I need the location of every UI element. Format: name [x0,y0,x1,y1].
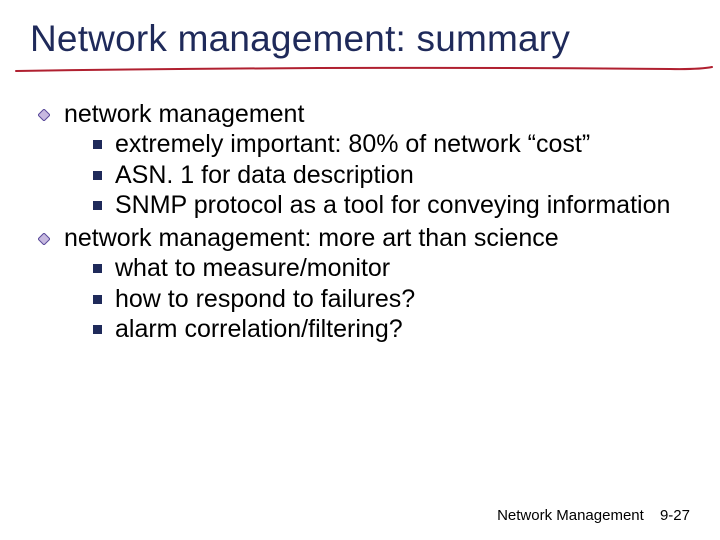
bullet-item: network management: more art than scienc… [38,223,690,345]
square-bullet-icon [93,295,102,304]
sub-bullet-item: SNMP protocol as a tool for conveying in… [93,190,690,221]
sub-bullet-item: how to respond to failures? [93,284,690,315]
bullet-text: network management [64,99,690,130]
square-bullet-icon [93,325,102,334]
sub-bullet-item: what to measure/monitor [93,253,690,284]
sub-bullet-list: extremely important: 80% of network “cos… [38,129,690,221]
underline-path [16,67,712,71]
sub-bullet-text: extremely important: 80% of network “cos… [115,129,690,160]
bullet-item: network management extremely important: … [38,99,690,221]
slide-title: Network management: summary [30,18,690,61]
sub-bullet-text: alarm correlation/filtering? [115,314,690,345]
square-bullet-icon [93,140,102,149]
sub-bullet-item: extremely important: 80% of network “cos… [93,129,690,160]
slide-footer: Network Management 9-27 [497,507,690,524]
sub-bullet-text: ASN. 1 for data description [115,160,690,191]
title-underline [30,65,690,79]
content-area: network management extremely important: … [30,99,690,345]
square-bullet-icon [93,171,102,180]
square-bullet-icon [93,201,102,210]
diamond-bullet-icon [38,233,50,245]
slide: Network management: summary network mana… [0,0,720,540]
diamond-bullet-icon [38,109,50,121]
sub-bullet-item: ASN. 1 for data description [93,160,690,191]
footer-page-number: 9-27 [660,507,690,524]
sub-bullet-text: how to respond to failures? [115,284,690,315]
sub-bullet-text: what to measure/monitor [115,253,690,284]
bullet-list: network management extremely important: … [30,99,690,345]
sub-bullet-text: SNMP protocol as a tool for conveying in… [115,190,690,221]
square-bullet-icon [93,264,102,273]
bullet-text: network management: more art than scienc… [64,223,690,254]
sub-bullet-item: alarm correlation/filtering? [93,314,690,345]
footer-section: Network Management [497,507,644,524]
sub-bullet-list: what to measure/monitor how to respond t… [38,253,690,345]
